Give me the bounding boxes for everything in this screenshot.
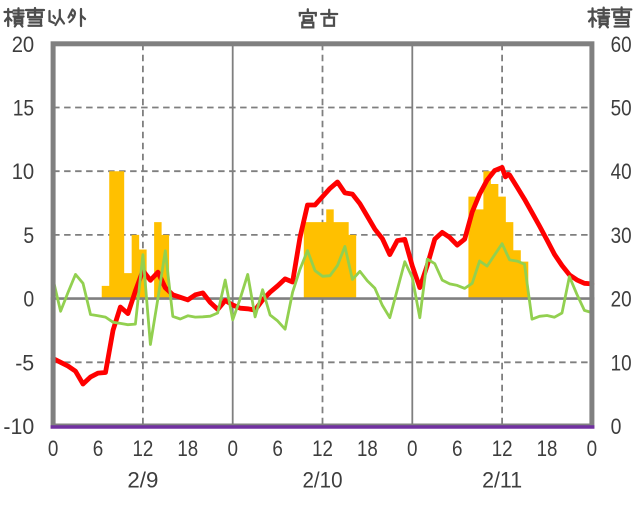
- svg-text:2/10: 2/10: [303, 468, 343, 493]
- svg-text:2/9: 2/9: [127, 468, 158, 493]
- svg-text:0: 0: [407, 436, 418, 461]
- svg-text:18: 18: [537, 436, 558, 461]
- svg-text:0: 0: [227, 436, 238, 461]
- svg-text:-5: -5: [15, 350, 34, 375]
- svg-text:0: 0: [587, 436, 598, 461]
- svg-text:10: 10: [611, 350, 632, 375]
- svg-text:6: 6: [452, 436, 463, 461]
- svg-text:12: 12: [312, 436, 333, 461]
- svg-text:50: 50: [611, 96, 632, 121]
- svg-text:15: 15: [13, 96, 35, 121]
- svg-text:6: 6: [93, 436, 104, 461]
- svg-text:-10: -10: [3, 414, 34, 439]
- svg-text:12: 12: [133, 436, 154, 461]
- svg-text:40: 40: [611, 159, 632, 184]
- svg-text:18: 18: [177, 436, 198, 461]
- svg-text:30: 30: [611, 223, 632, 248]
- svg-text:6: 6: [272, 436, 283, 461]
- svg-text:20: 20: [611, 287, 632, 312]
- svg-text:0: 0: [48, 436, 59, 461]
- svg-text:0: 0: [23, 287, 34, 312]
- svg-text:5: 5: [23, 223, 34, 248]
- svg-text:20: 20: [12, 32, 35, 57]
- svg-text:12: 12: [492, 436, 513, 461]
- svg-text:10: 10: [12, 159, 35, 184]
- svg-text:2/11: 2/11: [482, 468, 522, 493]
- svg-text:0: 0: [611, 414, 622, 439]
- svg-text:18: 18: [357, 436, 378, 461]
- svg-text:60: 60: [611, 32, 632, 57]
